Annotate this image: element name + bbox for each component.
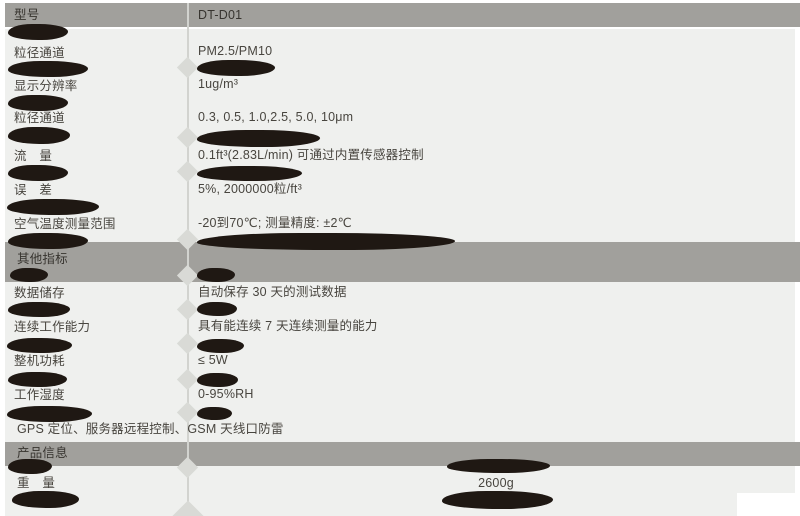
row-value: 1ug/m³ bbox=[198, 77, 239, 91]
redacted-blob bbox=[7, 199, 99, 215]
row-label: 数据储存 bbox=[14, 286, 65, 300]
redacted-blob bbox=[8, 127, 70, 144]
redacted-blob bbox=[197, 373, 238, 387]
row-value: 2600g bbox=[478, 476, 514, 490]
section-product-body bbox=[5, 466, 795, 516]
redacted-blob bbox=[8, 302, 70, 317]
redacted-blob bbox=[8, 233, 88, 249]
model-header-band bbox=[5, 3, 800, 27]
row-label: 工作湿度 bbox=[14, 388, 65, 402]
row-label: 流 量 bbox=[14, 149, 53, 163]
redacted-blob bbox=[8, 24, 68, 40]
row-value: 0.1ft³(2.83L/min) 可通过内置传感器控制 bbox=[198, 148, 424, 162]
redacted-blob bbox=[197, 166, 302, 181]
row-label: 重 量 bbox=[17, 476, 56, 490]
section-product-band bbox=[5, 442, 800, 466]
row-value: 0.3, 0.5, 1.0,2.5, 5.0, 10μm bbox=[198, 110, 354, 124]
redacted-blob bbox=[8, 61, 88, 77]
section-other-band bbox=[5, 242, 800, 282]
redacted-blob bbox=[12, 491, 79, 508]
row-label: 粒径通道 bbox=[14, 111, 65, 125]
row-label: 显示分辨率 bbox=[14, 79, 78, 93]
model-value: DT-D01 bbox=[198, 8, 243, 22]
model-label: 型号 bbox=[14, 8, 40, 22]
redacted-blob bbox=[197, 268, 235, 282]
full-width-row: GPS 定位、服务器远程控制、GSM 天线口防雷 bbox=[17, 422, 284, 436]
redacted-blob bbox=[7, 338, 72, 353]
row-label: 误 差 bbox=[14, 183, 53, 197]
redacted-blob bbox=[442, 491, 553, 509]
row-label: 整机功耗 bbox=[14, 354, 65, 368]
redacted-blob bbox=[197, 339, 244, 353]
redacted-blob bbox=[447, 459, 550, 473]
redacted-blob bbox=[8, 95, 68, 111]
row-value: 具有能连续 7 天连续测量的能力 bbox=[198, 319, 378, 333]
section-product-title: 产品信息 bbox=[17, 446, 68, 460]
bottom-right-cutoff bbox=[737, 493, 800, 516]
row-label: 连续工作能力 bbox=[14, 320, 91, 334]
redacted-blob bbox=[197, 302, 237, 316]
row-value: ≤ 5W bbox=[198, 353, 228, 367]
redacted-blob bbox=[197, 60, 275, 76]
column-divider bbox=[187, 3, 189, 516]
redacted-blob bbox=[8, 459, 52, 474]
section-other-title: 其他指标 bbox=[17, 252, 68, 266]
row-label: 粒径通道 bbox=[14, 46, 65, 60]
redacted-blob bbox=[8, 165, 68, 181]
row-value: 5%, 2000000粒/ft³ bbox=[198, 182, 302, 196]
redacted-blob bbox=[197, 130, 320, 147]
redacted-blob bbox=[8, 372, 67, 387]
redacted-blob bbox=[10, 268, 48, 282]
row-value: -20到70℃; 测量精度: ±2℃ bbox=[198, 216, 352, 230]
row-value: 0-95%RH bbox=[198, 387, 254, 401]
row-label: 空气温度测量范围 bbox=[14, 217, 116, 231]
row-value: 自动保存 30 天的测试数据 bbox=[198, 285, 347, 299]
redacted-blob bbox=[7, 406, 92, 422]
redacted-blob bbox=[197, 233, 455, 250]
redacted-blob bbox=[197, 407, 232, 420]
section-main-body bbox=[5, 29, 795, 242]
section-other-body bbox=[5, 282, 795, 442]
row-value: PM2.5/PM10 bbox=[198, 44, 273, 58]
